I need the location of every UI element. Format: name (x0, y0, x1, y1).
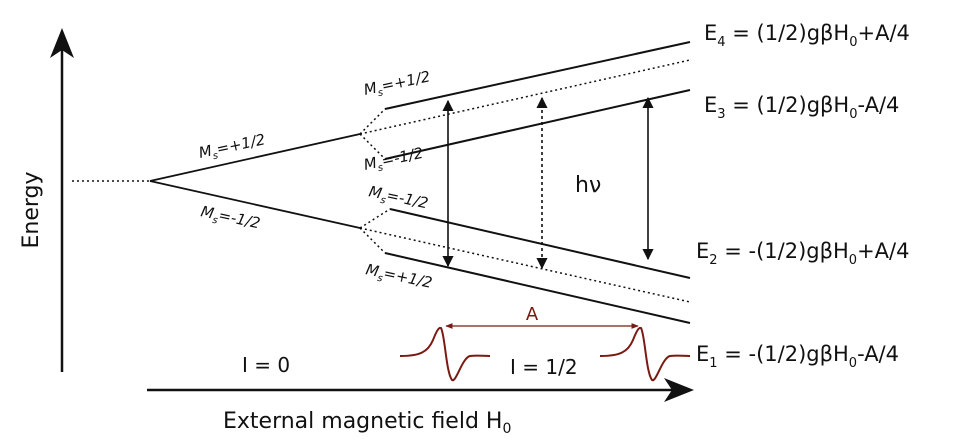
ms-label-e1: Ms=+1/2 (364, 260, 434, 295)
energy-axis-label: Energy (19, 171, 44, 248)
upper-hyperfine-levels (359, 41, 691, 160)
ms-label-upper: Ms=+1/2 (197, 130, 267, 165)
level-e2 (389, 208, 691, 279)
epr-signal-left (399, 326, 491, 382)
field-axis-label: External magnetic field H0 (223, 409, 511, 437)
branch-ms-minus (149, 180, 361, 229)
spin-label-i0: I = 0 (242, 353, 290, 377)
ms-label-e3: Ms=-1/2 (362, 144, 425, 177)
ms-label-e4: Ms=+1/2 (362, 67, 432, 102)
branch-ms-plus (149, 133, 361, 182)
hyperfine-label: A (526, 304, 539, 325)
transition-label: hν (575, 173, 601, 198)
level-e4 (384, 41, 691, 110)
spin-label-i12: I = 1/2 (510, 355, 578, 379)
energy-label-e4: E4 = (1/2)gβH0+A/4 (704, 21, 910, 50)
energy-axis (50, 28, 74, 372)
ms-label-lower: Ms=-1/2 (199, 202, 262, 235)
energy-label-e2: E2 = -(1/2)gβH0+A/4 (696, 239, 909, 268)
level-e1 (384, 252, 691, 324)
energy-label-e1: E1 = -(1/2)gβH0-A/4 (696, 342, 899, 371)
energy-label-e3: E3 = (1/2)gβH0-A/4 (704, 93, 899, 122)
level-e3 (384, 89, 691, 160)
epr-signal-right (599, 326, 691, 382)
field-axis (147, 378, 694, 402)
